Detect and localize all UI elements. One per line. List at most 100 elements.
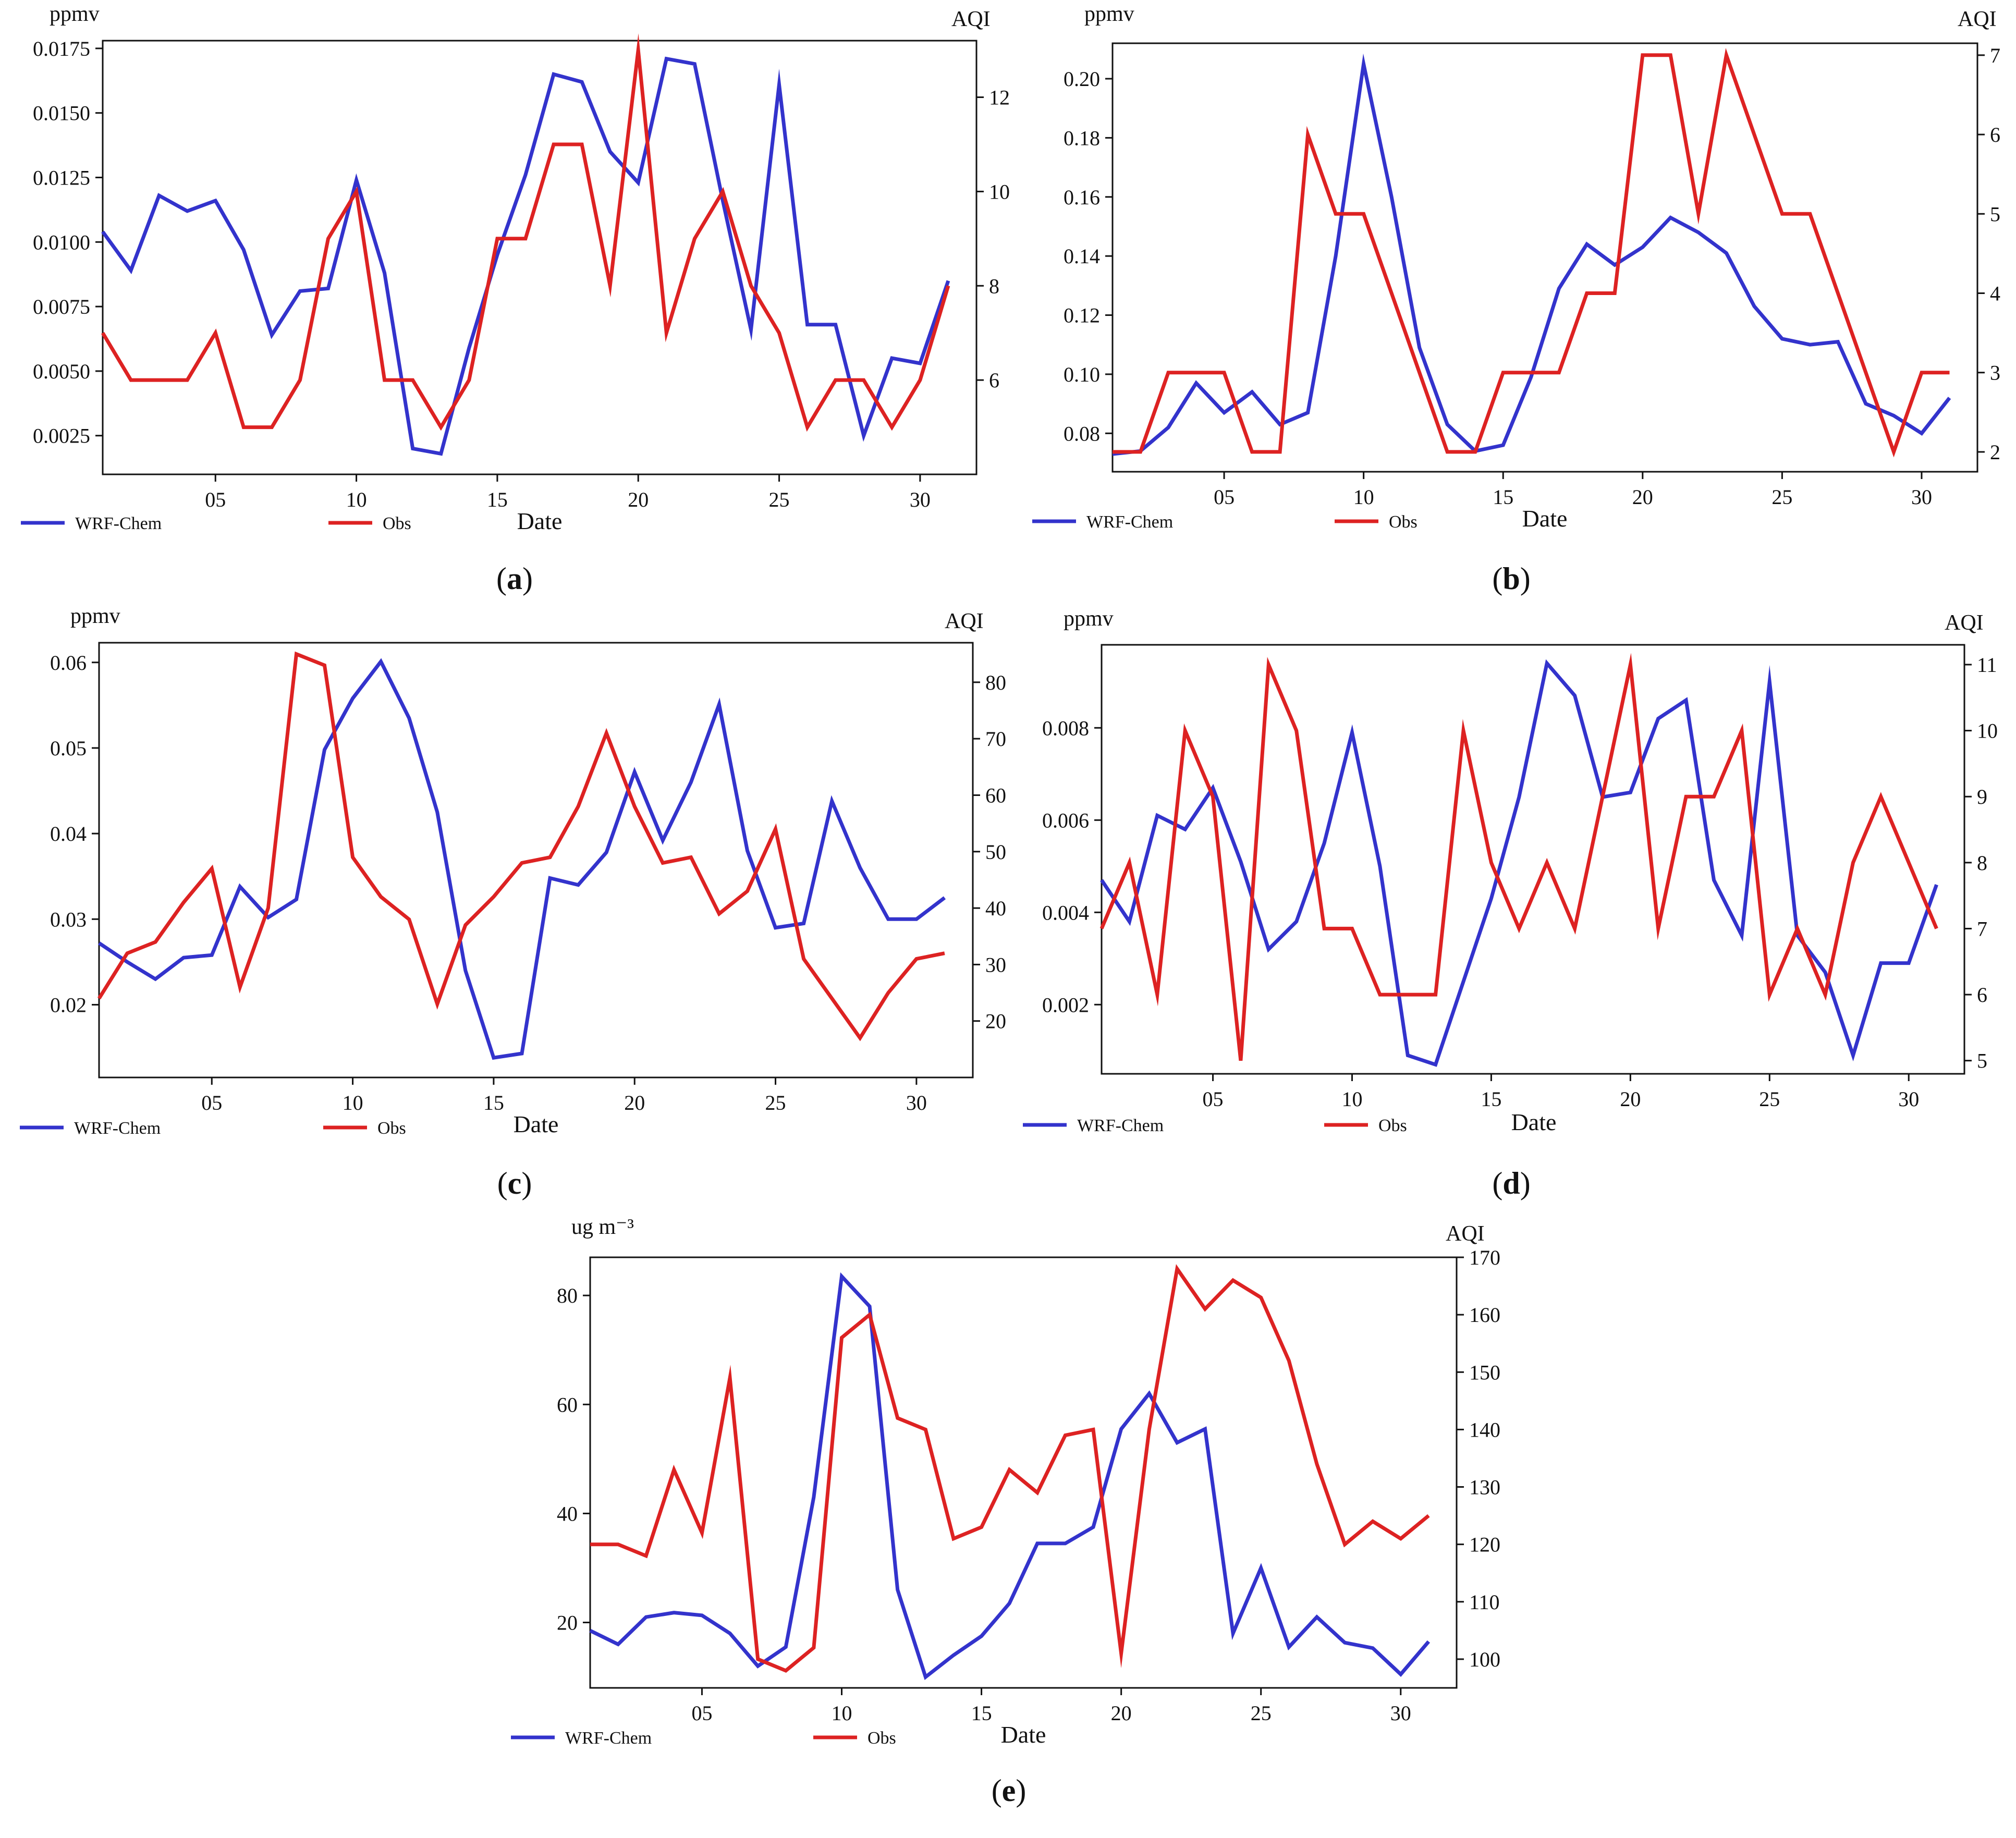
obs-point-15 bbox=[495, 237, 499, 241]
panel-b: 05 10 15 20 25 300.080.100.120.140.160.180.20… bbox=[1032, 2, 2000, 596]
panel-label-open: ( bbox=[992, 1773, 1002, 1808]
wrf-chem-point-20 bbox=[1628, 790, 1632, 794]
obs-point-24 bbox=[1231, 1278, 1235, 1282]
y-left-unit-label: ppmv bbox=[70, 604, 120, 628]
wrf-chem-point-1 bbox=[588, 1628, 592, 1633]
obs-point-10 bbox=[1362, 212, 1366, 216]
wrf-chem-point-8 bbox=[1294, 920, 1299, 924]
legend-label-wrf-chem: WRF-Chem bbox=[1086, 512, 1173, 532]
wrf-chem-point-21 bbox=[661, 838, 665, 842]
x-axis-title: Date bbox=[514, 1111, 559, 1137]
wrf-chem-point-9 bbox=[812, 1495, 816, 1499]
y-left-tick-label: 0.0025 bbox=[33, 424, 90, 448]
obs-point-21 bbox=[661, 861, 665, 865]
panel-a: 05 10 15 20 25 30 0.0025 0.0050 0.0075 0.0100 0.01… bbox=[21, 2, 1010, 596]
obs-point-15 bbox=[492, 895, 496, 899]
obs-point-22 bbox=[1175, 1267, 1179, 1271]
wrf-chem-point-22 bbox=[692, 62, 697, 66]
obs-point-23 bbox=[1203, 1307, 1207, 1311]
y-right-tick-label: 160 bbox=[1469, 1303, 1500, 1327]
obs-point-15 bbox=[1501, 371, 1505, 375]
obs-point-3 bbox=[1155, 992, 1159, 997]
y-left-tick-label: 0.0125 bbox=[33, 166, 90, 189]
obs-point-28 bbox=[1343, 1542, 1347, 1547]
wrf-chem-point-13 bbox=[439, 451, 443, 456]
panel-label-letter: e bbox=[1002, 1773, 1016, 1808]
obs-point-19 bbox=[1091, 1427, 1095, 1431]
wrf-chem-point-25 bbox=[1259, 1566, 1263, 1570]
wrf-chem-point-19 bbox=[608, 150, 612, 154]
y-right-tick-label: 7 bbox=[1977, 917, 1987, 940]
x-tick-label: 20 bbox=[1111, 1701, 1132, 1725]
obs-point-22 bbox=[1696, 212, 1701, 216]
wrf-chem-point-5 bbox=[1222, 411, 1226, 415]
wrf-chem-point-12 bbox=[1406, 1053, 1410, 1058]
wrf-chem-point-14 bbox=[463, 969, 468, 973]
series-line-obs bbox=[590, 1264, 1430, 1673]
panel-e: 05 10 15 20 25 30 20 40 60 80 100 110 120 130 140 150 16… bbox=[511, 1215, 1500, 1808]
y-right-tick-label: 30 bbox=[985, 953, 1006, 976]
obs-point-30 bbox=[1907, 861, 1911, 865]
obs-point-14 bbox=[467, 378, 471, 382]
wrf-chem-point-22 bbox=[1696, 230, 1701, 235]
panel-label-letter: a bbox=[507, 561, 522, 596]
x-tick-label: 05 bbox=[691, 1701, 712, 1725]
wrf-chem-point-23 bbox=[717, 702, 721, 706]
x-tick-label: 15 bbox=[483, 1091, 504, 1114]
obs-point-8 bbox=[1306, 132, 1310, 137]
wrf-chem-point-17 bbox=[548, 876, 552, 880]
obs-point-23 bbox=[1712, 794, 1716, 799]
legend-label-obs: Obs bbox=[383, 514, 411, 533]
wrf-chem-point-13 bbox=[1434, 1062, 1438, 1067]
wrf-chem-point-16 bbox=[523, 173, 528, 177]
x-tick-label: 25 bbox=[1251, 1701, 1272, 1725]
obs-point-12 bbox=[896, 1416, 900, 1420]
wrf-chem-point-29 bbox=[1371, 1646, 1375, 1650]
y-left-tick-label: 0.14 bbox=[1064, 244, 1100, 268]
obs-point-18 bbox=[1573, 926, 1577, 930]
y-left-tick-label: 0.0075 bbox=[33, 295, 90, 318]
y-left-tick-label: 0.006 bbox=[1042, 808, 1089, 832]
x-tick-label: 05 bbox=[1203, 1087, 1224, 1111]
obs-point-17 bbox=[552, 142, 556, 146]
wrf-chem-point-25 bbox=[1780, 337, 1784, 341]
wrf-chem-point-20 bbox=[1119, 1427, 1123, 1431]
wrf-chem-point-13 bbox=[435, 810, 439, 814]
wrf-chem-point-24 bbox=[1231, 1631, 1235, 1635]
wrf-chem-point-29 bbox=[890, 356, 894, 360]
wrf-chem-point-18 bbox=[580, 80, 584, 84]
wrf-chem-point-16 bbox=[520, 1051, 524, 1056]
y-left-tick-label: 20 bbox=[557, 1611, 578, 1635]
wrf-chem-point-25 bbox=[777, 82, 781, 87]
y-right-tick-label: 5 bbox=[1990, 202, 2000, 226]
obs-point-1 bbox=[1110, 450, 1115, 454]
wrf-chem-point-3 bbox=[1155, 813, 1159, 817]
wrf-chem-point-12 bbox=[411, 447, 415, 451]
obs-point-22 bbox=[692, 237, 697, 241]
obs-point-29 bbox=[1879, 794, 1883, 799]
wrf-chem-point-28 bbox=[1851, 1053, 1855, 1058]
wrf-chem-point-15 bbox=[492, 1056, 496, 1060]
wrf-chem-point-31 bbox=[1426, 1639, 1431, 1644]
y-right-unit-label: AQI bbox=[1958, 7, 1997, 31]
y-right-tick-label: 50 bbox=[985, 840, 1006, 864]
x-tick-label: 25 bbox=[769, 488, 790, 511]
obs-point-11 bbox=[1378, 992, 1382, 997]
wrf-chem-point-22 bbox=[689, 780, 693, 785]
y-left-tick-label: 0.10 bbox=[1064, 363, 1100, 386]
y-right-tick-label: 7 bbox=[1990, 44, 2000, 67]
wrf-chem-point-18 bbox=[1063, 1541, 1067, 1546]
obs-point-6 bbox=[728, 1376, 732, 1380]
obs-point-12 bbox=[407, 917, 411, 922]
wrf-chem-point-11 bbox=[379, 659, 383, 664]
obs-point-13 bbox=[1434, 992, 1438, 997]
wrf-chem-point-10 bbox=[1362, 62, 1366, 66]
obs-point-14 bbox=[1473, 450, 1477, 454]
obs-point-13 bbox=[435, 1002, 439, 1006]
obs-point-4 bbox=[181, 900, 186, 904]
wrf-chem-point-16 bbox=[1007, 1601, 1011, 1606]
obs-point-16 bbox=[1007, 1468, 1011, 1472]
obs-point-6 bbox=[1250, 450, 1254, 454]
wrf-chem-point-2 bbox=[125, 960, 129, 964]
obs-point-8 bbox=[784, 1669, 788, 1673]
